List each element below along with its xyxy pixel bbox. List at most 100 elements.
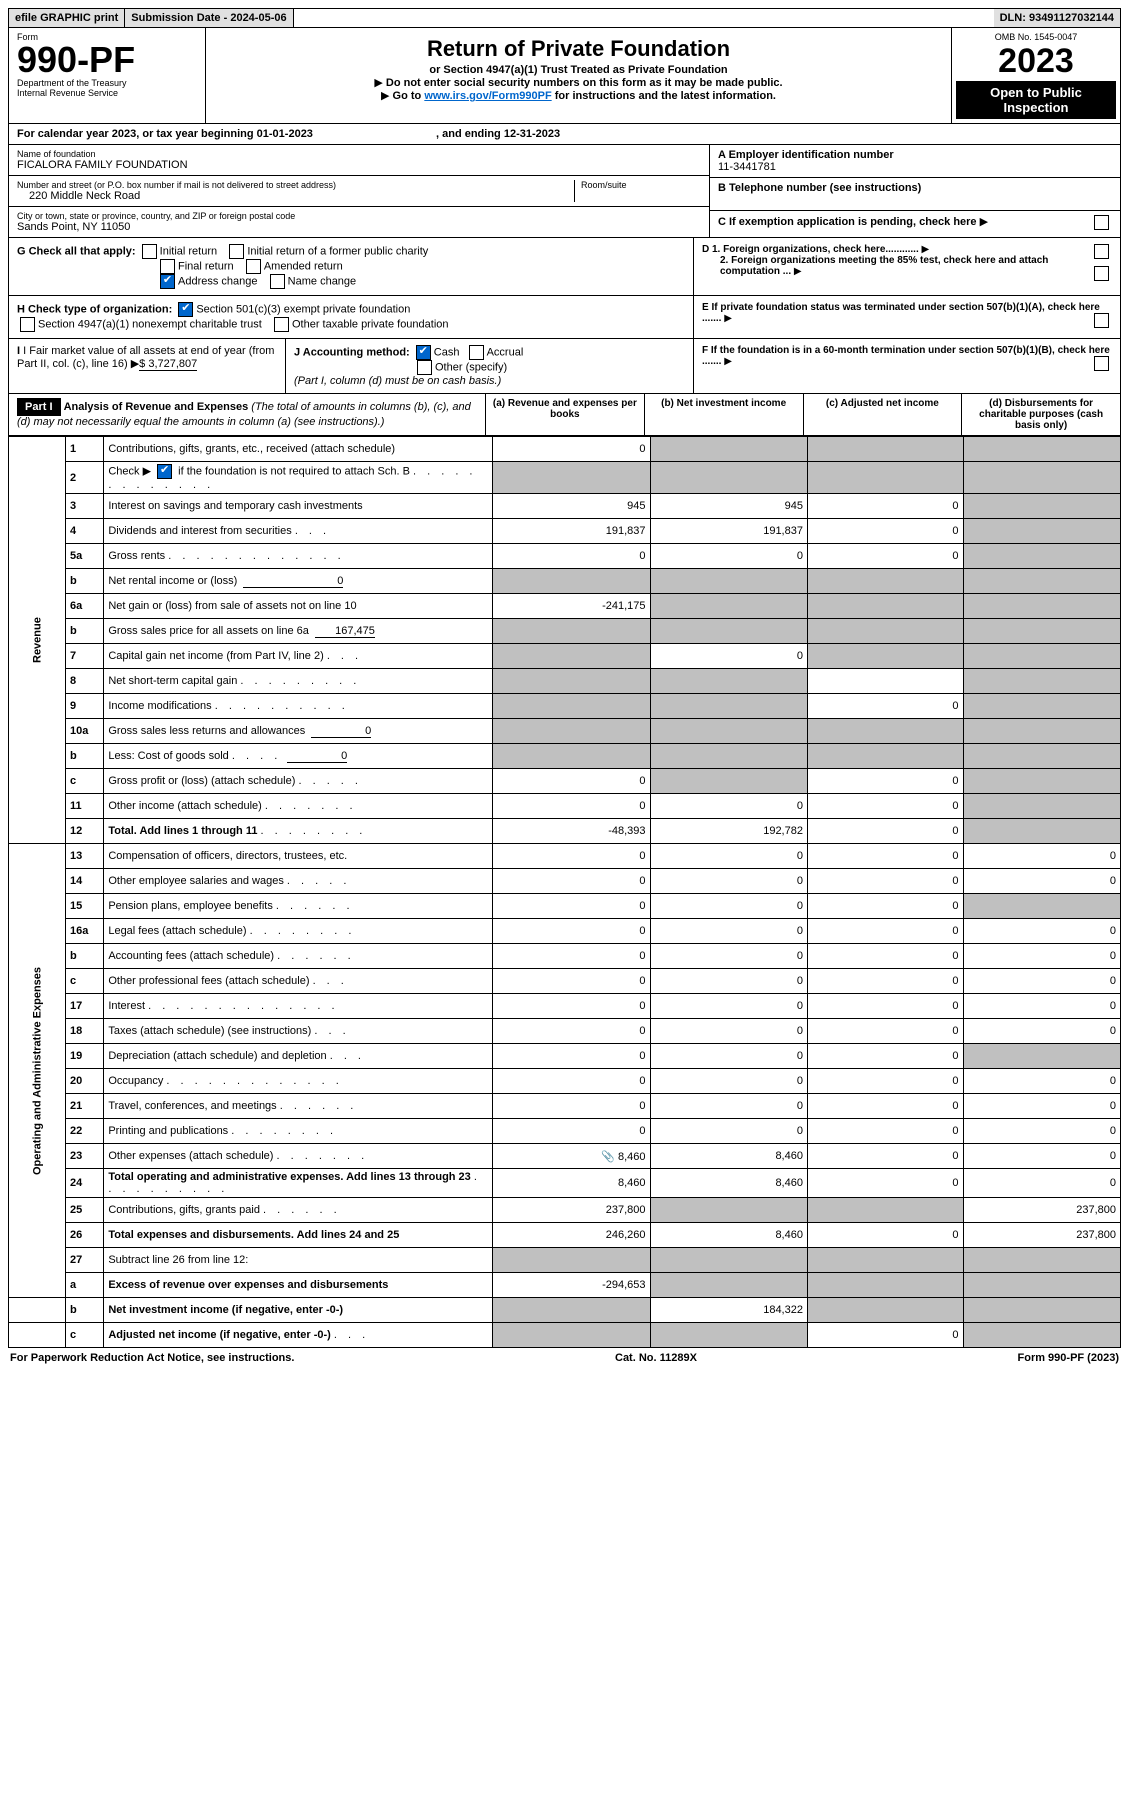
val-23a: 📎 8,460 <box>492 1144 650 1169</box>
line-5b: Net rental income or (loss)0 <box>104 569 493 594</box>
chk-initial-former[interactable] <box>229 244 244 259</box>
line-10b: Less: Cost of goods sold . . . .0 <box>104 744 493 769</box>
cat-number: Cat. No. 11289X <box>615 1352 697 1364</box>
line-25: Contributions, gifts, grants paid . . . … <box>104 1198 493 1223</box>
line-24: Total operating and administrative expen… <box>104 1169 493 1198</box>
line-27a: Excess of revenue over expenses and disb… <box>104 1273 493 1298</box>
chk-accrual[interactable] <box>469 345 484 360</box>
box-e: E If private foundation status was termi… <box>702 302 1112 324</box>
line-12: Total. Add lines 1 through 11 . . . . . … <box>104 819 493 844</box>
line-15: Pension plans, employee benefits . . . .… <box>104 894 493 919</box>
line-3: Interest on savings and temporary cash i… <box>104 494 493 519</box>
row-h-e: H Check type of organization: ✔Section 5… <box>8 296 1121 339</box>
efile-label: efile GRAPHIC print <box>9 9 125 27</box>
chk-initial-return[interactable] <box>142 244 157 259</box>
instruction-2: Go to www.irs.gov/Form990PF for instruct… <box>214 89 943 102</box>
col-d-header: (d) Disbursements for charitable purpose… <box>962 394 1120 435</box>
paperwork-notice: For Paperwork Reduction Act Notice, see … <box>10 1352 294 1364</box>
line-26: Total expenses and disbursements. Add li… <box>104 1223 493 1248</box>
line-6a: Net gain or (loss) from sale of assets n… <box>104 594 493 619</box>
line-22: Printing and publications . . . . . . . … <box>104 1119 493 1144</box>
line-14: Other employee salaries and wages . . . … <box>104 869 493 894</box>
dln: DLN: 93491127032144 <box>994 9 1120 27</box>
chk-sch-b[interactable]: ✔ <box>157 464 172 479</box>
form-footer-label: Form 990-PF (2023) <box>1018 1352 1119 1364</box>
line-27c: Adjusted net income (if negative, enter … <box>104 1323 493 1348</box>
room-label: Room/suite <box>581 180 701 190</box>
ein-value: 11-3441781 <box>718 161 1112 173</box>
address-label: Number and street (or P.O. box number if… <box>17 180 574 190</box>
j-note: (Part I, column (d) must be on cash basi… <box>294 375 501 387</box>
h-label: H Check type of organization: <box>17 303 172 315</box>
val-1a: 0 <box>492 437 650 462</box>
col-b-header: (b) Net investment income <box>645 394 804 435</box>
box-c: C If exemption application is pending, c… <box>710 211 1120 232</box>
foundation-name: FICALORA FAMILY FOUNDATION <box>17 159 701 171</box>
line-5a: Gross rents . . . . . . . . . . . . . <box>104 544 493 569</box>
box-f: F If the foundation is in a 60-month ter… <box>702 345 1112 367</box>
line-16c: Other professional fees (attach schedule… <box>104 969 493 994</box>
chk-e[interactable] <box>1094 313 1109 328</box>
line-27b: Net investment income (if negative, ente… <box>104 1298 493 1323</box>
chk-name-change[interactable] <box>270 274 285 289</box>
chk-f[interactable] <box>1094 356 1109 371</box>
line-6b: Gross sales price for all assets on line… <box>104 619 493 644</box>
form-number: 990-PF <box>17 42 197 78</box>
line-20: Occupancy . . . . . . . . . . . . . <box>104 1069 493 1094</box>
line-19: Depreciation (attach schedule) and deple… <box>104 1044 493 1069</box>
phone-label: B Telephone number (see instructions) <box>718 182 1112 194</box>
chk-address-change[interactable]: ✔ <box>160 274 175 289</box>
line-16b: Accounting fees (attach schedule) . . . … <box>104 944 493 969</box>
chk-final-return[interactable] <box>160 259 175 274</box>
chk-other-method[interactable] <box>417 360 432 375</box>
j-label: J Accounting method: <box>294 346 410 358</box>
chk-amended-return[interactable] <box>246 259 261 274</box>
col-a-header: (a) Revenue and expenses per books <box>486 394 645 435</box>
line-21: Travel, conferences, and meetings . . . … <box>104 1094 493 1119</box>
part1-label: Part I <box>17 398 61 416</box>
line-16a: Legal fees (attach schedule) . . . . . .… <box>104 919 493 944</box>
chk-other-taxable[interactable] <box>274 317 289 332</box>
street-address: 220 Middle Neck Road <box>17 190 574 202</box>
irs-link[interactable]: www.irs.gov/Form990PF <box>424 90 551 102</box>
line-10c: Gross profit or (loss) (attach schedule)… <box>104 769 493 794</box>
line-18: Taxes (attach schedule) (see instruction… <box>104 1019 493 1044</box>
form-subtitle: or Section 4947(a)(1) Trust Treated as P… <box>214 64 943 76</box>
form-header: Form 990-PF Department of the Treasury I… <box>8 28 1121 124</box>
part1-header: Part I Analysis of Revenue and Expenses … <box>8 394 1121 436</box>
line-11: Other income (attach schedule) . . . . .… <box>104 794 493 819</box>
part1-title: Analysis of Revenue and Expenses <box>64 401 249 413</box>
fmv-value: $ 3,727,807 <box>139 358 197 371</box>
checkbox-c[interactable] <box>1094 215 1109 230</box>
form-title: Return of Private Foundation <box>214 36 943 62</box>
submission-date: Submission Date - 2024-05-06 <box>125 9 293 27</box>
chk-cash[interactable]: ✔ <box>416 345 431 360</box>
ein-label: A Employer identification number <box>718 149 1112 161</box>
top-bar: efile GRAPHIC print Submission Date - 20… <box>8 8 1121 28</box>
chk-501c3[interactable]: ✔ <box>178 302 193 317</box>
dept-line-1: Department of the Treasury <box>17 78 197 88</box>
city-state-zip: Sands Point, NY 11050 <box>17 221 701 233</box>
tax-year: 2023 <box>956 42 1116 81</box>
line-10a: Gross sales less returns and allowances0 <box>104 719 493 744</box>
box-d1: D 1. Foreign organizations, check here..… <box>702 244 1112 255</box>
line-23: Other expenses (attach schedule) . . . .… <box>104 1144 493 1169</box>
revenue-section-label: Revenue <box>9 437 66 844</box>
line-2: Check ▶ ✔ if the foundation is not requi… <box>104 462 493 494</box>
row-g-d: G Check all that apply: Initial return I… <box>8 238 1121 296</box>
box-d2: 2. Foreign organizations meeting the 85%… <box>702 255 1112 277</box>
chk-4947[interactable] <box>20 317 35 332</box>
line-4: Dividends and interest from securities .… <box>104 519 493 544</box>
g-label: G Check all that apply: <box>17 245 136 257</box>
city-label: City or town, state or province, country… <box>17 211 701 221</box>
line-13: Compensation of officers, directors, tru… <box>104 844 493 869</box>
entity-info: Name of foundation FICALORA FAMILY FOUND… <box>8 145 1121 238</box>
chk-d2[interactable] <box>1094 266 1109 281</box>
omb-number: OMB No. 1545-0047 <box>956 32 1116 42</box>
dept-line-2: Internal Revenue Service <box>17 88 197 98</box>
line-8: Net short-term capital gain . . . . . . … <box>104 669 493 694</box>
part1-table: Revenue 1Contributions, gifts, grants, e… <box>8 436 1121 1348</box>
expenses-section-label: Operating and Administrative Expenses <box>9 844 66 1298</box>
chk-d1[interactable] <box>1094 244 1109 259</box>
line-7: Capital gain net income (from Part IV, l… <box>104 644 493 669</box>
